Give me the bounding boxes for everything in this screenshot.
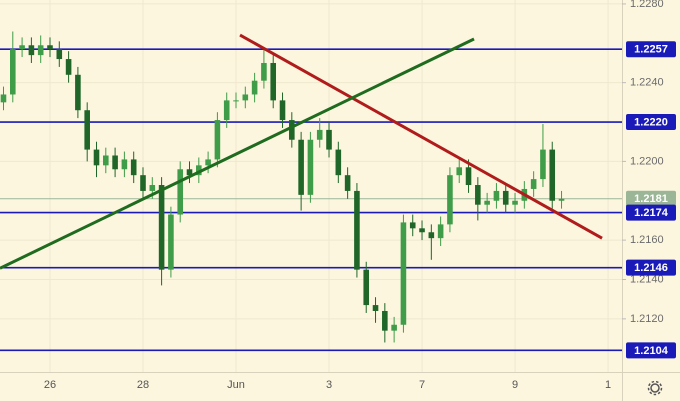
candle-body: [242, 94, 249, 101]
candle-body: [307, 139, 314, 195]
candle-body: [540, 149, 546, 180]
candle-body: [65, 59, 72, 75]
candle-body: [9, 49, 16, 95]
price-tag-label: 1.2146: [634, 262, 668, 274]
candle-body: [84, 110, 90, 150]
candle-body: [289, 120, 295, 140]
candle-body: [354, 190, 360, 270]
price-tag: [626, 114, 676, 131]
candle-body: [56, 49, 63, 60]
candle-body: [409, 222, 416, 229]
candle-body: [149, 185, 156, 191]
trendline: [0, 37, 475, 270]
candle-body: [196, 165, 202, 176]
price-tag: [626, 259, 676, 276]
candle-body: [456, 167, 463, 176]
candle-body: [484, 200, 490, 205]
y-tick-label: 1.2120: [630, 313, 664, 325]
price-tag: [626, 190, 676, 207]
candle-body: [558, 198, 565, 201]
settings-icon[interactable]: [647, 380, 663, 396]
candle-body: [130, 159, 137, 176]
candle-body: [298, 139, 304, 195]
x-tick-label: 26: [44, 379, 56, 391]
candle-body: [233, 100, 239, 102]
candle-body: [205, 159, 211, 166]
price-tag: [626, 342, 676, 359]
candle-body: [502, 190, 509, 205]
x-tick-label: 3: [326, 379, 332, 391]
y-tick-label: 1.2140: [630, 273, 664, 285]
candle-body: [214, 120, 221, 160]
levels: [0, 48, 622, 352]
candle-body: [316, 129, 323, 140]
candle-body: [382, 310, 388, 331]
candle-body: [335, 149, 342, 176]
candle-body: [549, 149, 556, 201]
candle-body: [93, 149, 100, 166]
x-tick-label: 7: [419, 379, 425, 391]
price-tag: [626, 41, 676, 58]
candle-body: [121, 159, 128, 170]
price-tag-label: 1.2181: [634, 193, 668, 205]
candle-body: [270, 62, 277, 101]
trendline: [239, 33, 603, 240]
candle-body: [344, 175, 351, 191]
candle-body: [326, 129, 332, 150]
candle-body: [400, 222, 407, 325]
candle-body: [391, 324, 397, 331]
candle-body: [251, 80, 258, 95]
candle-body: [279, 100, 286, 121]
candle-body: [28, 45, 35, 56]
candle-body: [168, 214, 174, 270]
y-tick-label: 1.2280: [630, 0, 664, 10]
candle-body: [223, 100, 230, 121]
candle-body: [475, 185, 481, 205]
trendlines: [0, 33, 603, 270]
candles: [0, 31, 565, 343]
x-tick-label: 9: [512, 379, 518, 391]
axes: 1.2280 1.2240 1.2200 1.2160 1.2140 1.2120 26 28…: [44, 0, 676, 391]
y-tick-label: 1.2240: [630, 77, 664, 89]
x-tick-label: 1: [605, 379, 611, 391]
candle-body: [372, 305, 379, 311]
x-tick-label: 28: [137, 379, 149, 391]
candle-body: [140, 175, 146, 191]
candle-body: [465, 167, 472, 186]
price-tag-label: 1.2104: [634, 345, 669, 357]
candle-body: [530, 179, 537, 189]
candle-body: [75, 74, 81, 111]
candle-body: [512, 200, 518, 205]
candle-body: [103, 155, 109, 166]
candle-body: [419, 228, 425, 233]
candle-body: [177, 169, 183, 215]
x-tick-label: Jun: [227, 379, 245, 391]
candle-body: [186, 169, 193, 176]
candle-body: [261, 62, 267, 81]
candle-body: [19, 45, 25, 50]
candle-body: [37, 45, 44, 56]
price-tag-label: 1.2257: [634, 44, 668, 56]
price-tag-label: 1.2220: [634, 116, 668, 128]
y-tick-label: 1.2200: [630, 155, 664, 167]
price-tag: [626, 204, 676, 221]
y-tick-label: 1.2160: [630, 234, 664, 246]
candle-body: [437, 224, 444, 239]
candle-body: [158, 185, 165, 270]
candle-body: [447, 175, 453, 225]
candle-body: [493, 190, 500, 201]
candle-body: [363, 269, 370, 306]
candle-body: [0, 94, 7, 103]
price-tag-label: 1.2174: [634, 207, 669, 219]
candle-body: [428, 232, 435, 239]
candle-body: [112, 155, 118, 170]
candle-body: [47, 45, 53, 50]
